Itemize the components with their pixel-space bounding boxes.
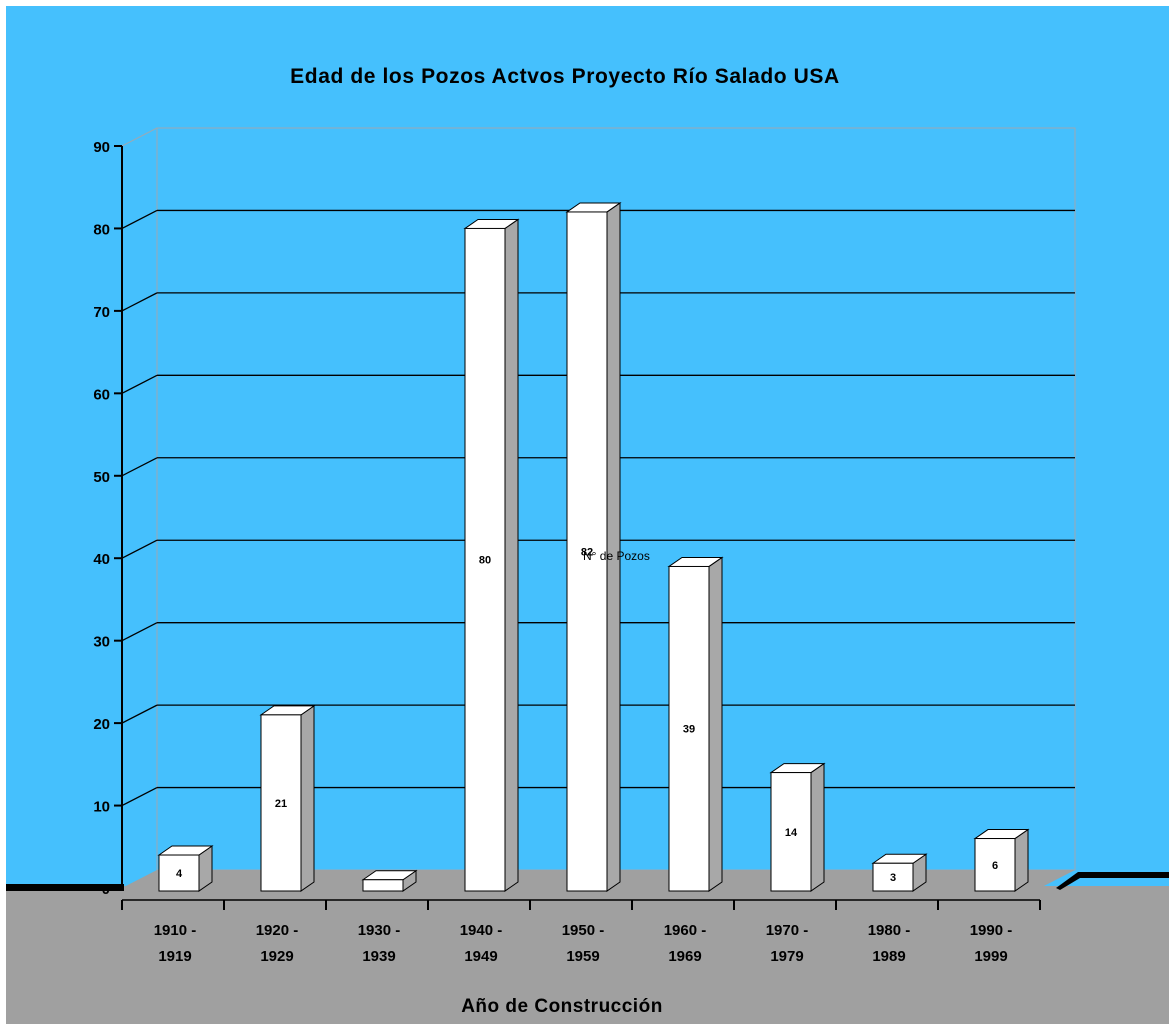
gridline-side	[121, 622, 158, 642]
y-tick-label: 90	[93, 139, 110, 156]
x-tick-label: 1990 -	[970, 922, 1013, 939]
bar-front	[974, 838, 1016, 892]
gridline-side	[121, 209, 158, 230]
bar-front	[362, 879, 404, 892]
y-tick-label: 20	[93, 716, 110, 733]
bar: 6	[973, 828, 1030, 892]
bar: 80	[463, 218, 520, 892]
bar-front	[770, 772, 812, 892]
bar: 39	[667, 556, 724, 892]
data-label: 82	[581, 546, 593, 558]
x-tick-label: 1929	[260, 948, 293, 965]
gridline-side	[121, 704, 158, 724]
data-label: 14	[785, 827, 798, 839]
y-tick-label: 30	[93, 634, 110, 651]
floor-edge-right	[1056, 872, 1169, 890]
gridline-side	[121, 374, 158, 394]
x-tick-label: 1920 -	[256, 922, 299, 939]
bar-front	[260, 714, 302, 892]
bar-side	[504, 218, 519, 892]
bars: 4 21 80 82 39 14 3 6 N° de Pozos	[157, 202, 1030, 892]
x-tick-label: 1959	[566, 948, 599, 965]
data-label: 39	[683, 724, 695, 736]
x-tick-label: 1939	[362, 948, 395, 965]
y-tick-label: 40	[93, 551, 110, 568]
x-tick-label: 1949	[464, 948, 497, 965]
y-tick-label: 70	[93, 304, 110, 321]
bar-front	[872, 862, 914, 892]
y-tick-label: 0	[102, 881, 110, 898]
data-label: 3	[890, 872, 896, 884]
bar-side	[300, 704, 315, 892]
y-tick-label: 10	[93, 799, 110, 816]
y-tick-label: 60	[93, 386, 110, 403]
bar: 82	[565, 202, 622, 892]
side-wall-top-edge	[121, 127, 158, 147]
gridline-side	[121, 786, 158, 807]
bar: 14	[769, 762, 826, 892]
bar-front	[464, 227, 506, 892]
x-tick-label: 1979	[770, 948, 803, 965]
bar-side	[810, 762, 825, 892]
bar-side	[1014, 828, 1029, 892]
x-tick-label: 1950 -	[562, 922, 605, 939]
x-tick-label: 1970 -	[766, 922, 809, 939]
floor-edge-left	[6, 884, 124, 891]
data-label: 4	[176, 868, 183, 880]
x-tick-label: 1919	[158, 948, 191, 965]
series-name-label: N° de Pozos	[583, 549, 650, 563]
floor-region	[6, 886, 1169, 1024]
gridline-side	[121, 457, 158, 477]
bar: 3	[871, 853, 928, 892]
chart-title: Edad de los Pozos Actvos Proyecto Río Sa…	[290, 65, 840, 88]
x-axis-label: Año de Construcción	[461, 996, 663, 1017]
x-tick-label: 1989	[872, 948, 905, 965]
bar-front	[566, 211, 608, 892]
data-label: 21	[275, 798, 287, 810]
gridline-side	[121, 292, 158, 312]
bar-side	[708, 556, 723, 892]
gridline-side	[121, 539, 158, 559]
x-tick-label: 1980 -	[868, 922, 911, 939]
y-tick-label: 80	[93, 221, 110, 238]
bar	[361, 869, 418, 892]
x-tick-label: 1999	[974, 948, 1007, 965]
x-tick-label: 1969	[668, 948, 701, 965]
data-label: 80	[479, 555, 491, 567]
bar-front	[668, 565, 710, 892]
x-tick-label: 1940 -	[460, 922, 503, 939]
bar-side	[606, 202, 621, 892]
x-tick-label: 1930 -	[358, 922, 401, 939]
bar-front	[158, 854, 200, 892]
data-label: 6	[992, 860, 998, 872]
x-tick-label: 1960 -	[664, 922, 707, 939]
x-tick-label: 1910 -	[154, 922, 197, 939]
bar: 4	[157, 845, 214, 892]
y-axis: 0 10 20 30 40 50 60 70 80 90	[93, 139, 123, 898]
x-axis: 1910 - 1919 1920 - 1929 1930 - 1939 1940 - 1949…	[121, 899, 1041, 965]
y-tick-label: 50	[93, 469, 110, 486]
bar: 21	[259, 704, 316, 892]
